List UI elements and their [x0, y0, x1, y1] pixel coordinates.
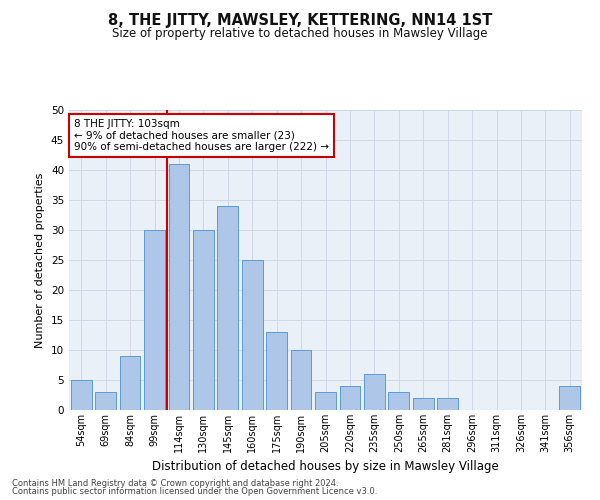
Bar [119, 356, 140, 410]
Bar [364, 374, 385, 410]
Text: Contains HM Land Registry data © Crown copyright and database right 2024.: Contains HM Land Registry data © Crown c… [12, 478, 338, 488]
Bar [413, 398, 434, 410]
Bar [193, 230, 214, 410]
Bar [388, 392, 409, 410]
Text: Contains public sector information licensed under the Open Government Licence v3: Contains public sector information licen… [12, 487, 377, 496]
Text: 8, THE JITTY, MAWSLEY, KETTERING, NN14 1ST: 8, THE JITTY, MAWSLEY, KETTERING, NN14 1… [108, 12, 492, 28]
Bar [242, 260, 263, 410]
Bar [217, 206, 238, 410]
Bar [340, 386, 361, 410]
Bar [169, 164, 190, 410]
Bar [315, 392, 336, 410]
Y-axis label: Number of detached properties: Number of detached properties [35, 172, 46, 348]
Bar [71, 380, 92, 410]
Bar [144, 230, 165, 410]
Bar [437, 398, 458, 410]
Text: Size of property relative to detached houses in Mawsley Village: Size of property relative to detached ho… [112, 28, 488, 40]
Bar [95, 392, 116, 410]
X-axis label: Distribution of detached houses by size in Mawsley Village: Distribution of detached houses by size … [152, 460, 499, 473]
Bar [559, 386, 580, 410]
Bar [266, 332, 287, 410]
Text: 8 THE JITTY: 103sqm
← 9% of detached houses are smaller (23)
90% of semi-detache: 8 THE JITTY: 103sqm ← 9% of detached hou… [74, 119, 329, 152]
Bar [290, 350, 311, 410]
